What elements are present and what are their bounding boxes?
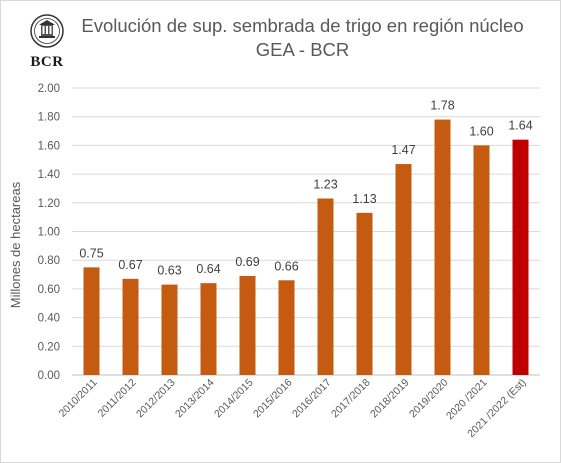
chart-title-line-2: GEA - BCR [255,39,350,60]
gridlines [72,87,540,376]
y-tick-label: 1.60 [38,140,60,152]
data-label: 0.69 [235,255,259,269]
y-tick-label: 1.40 [38,169,60,181]
data-label: 1.23 [313,177,337,191]
bar [83,267,100,375]
bcr-logo: BCR [27,12,67,72]
x-axis: 2010/20112011/20122012/20132013/20142014… [57,377,529,440]
x-tick-label: 2011/2012 [96,377,139,420]
bcr-seal-icon [30,14,64,48]
data-label: 1.64 [508,119,532,133]
data-label: 0.66 [274,259,298,273]
bar [317,198,334,375]
x-tick-label: 2014/2015 [212,377,256,421]
data-labels: 0.75 0.67 0.63 0.64 0.69 0.66 1.23 1.13 1.47 1.78… [79,99,532,278]
bar [473,145,490,375]
y-tick-label: 2.00 [38,83,60,95]
data-label: 0.75 [79,246,103,260]
data-label: 1.47 [391,143,415,157]
bar [278,280,295,375]
bar [239,275,256,375]
logo-text: BCR [30,54,64,70]
data-label: 0.64 [196,262,220,276]
x-tick-label: 2012/2013 [134,377,178,421]
x-tick-label: 2017/2018 [329,377,373,421]
chart-title-line-1: Evolución de sup. sembrada de trigo en r… [81,15,524,36]
y-tick-label: 0.60 [38,284,60,296]
y-axis-title: Millones de hectareas [8,181,23,308]
bar [356,212,373,375]
bar [395,164,412,375]
data-label: 1.13 [352,192,376,206]
data-label: 0.63 [157,264,181,278]
y-axis: 0.00 0.20 0.40 0.60 0.80 1.00 1.20 1.40 1.60 1.80… [38,83,60,382]
y-tick-label: 1.20 [38,198,60,210]
bar [512,139,529,375]
bar [161,284,178,375]
bar [200,283,217,375]
y-tick-label: 1.80 [38,112,60,124]
bar [122,278,139,375]
x-tick-label: 2010/2011 [57,377,100,420]
y-tick-label: 0.40 [38,313,60,325]
data-label: 0.67 [118,258,142,272]
y-tick-label: 1.00 [38,227,60,239]
y-tick-label: 0.20 [38,341,60,353]
x-tick-label: 2013/2014 [173,377,217,421]
data-label: 1.78 [430,99,454,113]
x-tick-label: 2018/2019 [368,377,412,421]
bars [83,119,529,375]
chart-title: Evolución de sup. sembrada de trigo en r… [70,14,535,62]
y-tick-label: 0.80 [38,255,60,267]
x-tick-label: 2015/2016 [251,377,295,421]
y-tick-label: 0.00 [38,370,60,382]
bar [434,119,451,375]
data-label: 1.60 [469,124,493,138]
x-tick-label: 2016/2017 [290,377,334,421]
